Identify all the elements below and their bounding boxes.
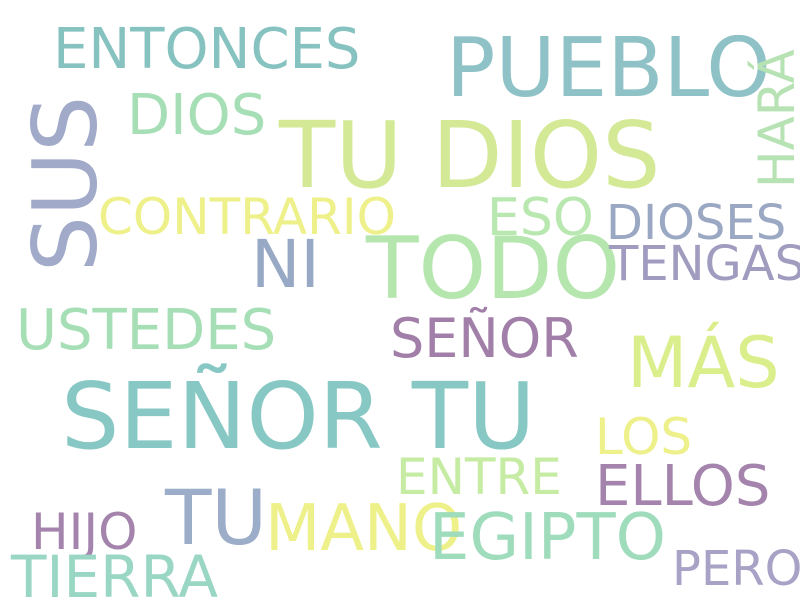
word-mano: MANO [265, 492, 463, 566]
word-tu-dios: TU DIOS [279, 102, 661, 209]
word-tengas: TENGAS [609, 236, 800, 292]
word-hijo: HIJO [31, 503, 138, 561]
word-entre: ENTRE [396, 448, 562, 506]
word-tierra: TIERRA [11, 543, 219, 611]
word-pero: PERO [672, 541, 800, 597]
word-hara: HARÁ [748, 49, 800, 188]
word-ellos: ELLOS [595, 454, 771, 519]
word-sus: SUS [14, 95, 117, 272]
word-dioses: DIOSES [606, 195, 787, 251]
word-tu: TU [165, 473, 268, 562]
word-ni: NI [251, 226, 320, 303]
word-senor-tu: SEÑOR TU [61, 363, 536, 470]
word-todo: TODO [366, 219, 621, 319]
word-entonces: ENTONCES [53, 17, 361, 82]
word-ustedes: USTEDES [16, 298, 277, 363]
word-contrario: CONTRARIO [98, 188, 396, 246]
word-mas: MÁS [627, 322, 780, 404]
word-egipto: EGIPTO [429, 501, 666, 575]
word-pueblo: PUEBLO [446, 21, 771, 116]
word-eso: ESO [487, 188, 594, 248]
word-dios: DIOS [127, 83, 267, 148]
word-senor: SEÑOR [390, 307, 579, 370]
word-los: LOS [595, 408, 693, 466]
